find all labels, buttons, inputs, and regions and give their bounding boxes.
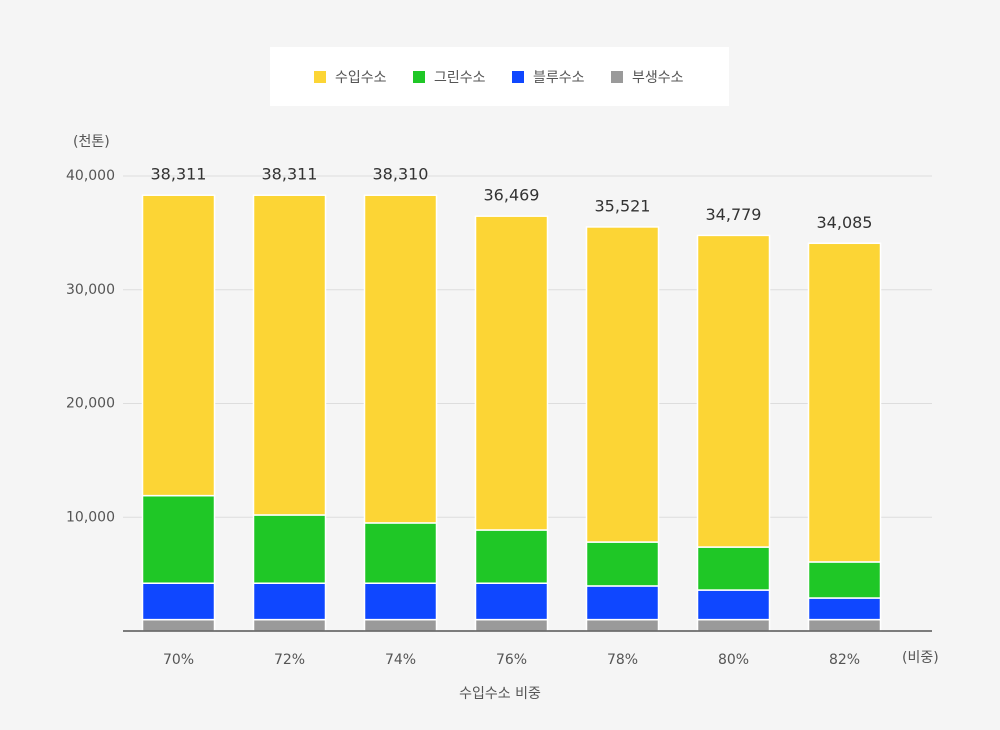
bar-segment xyxy=(585,618,660,632)
y-tick-label: 40,000 xyxy=(66,168,115,184)
y-tick-label: 10,000 xyxy=(66,509,115,525)
bar-segment xyxy=(141,582,216,621)
x-unit: (비중) xyxy=(902,650,939,666)
x-title: 수입수소 비중 xyxy=(459,686,541,702)
bar-segment xyxy=(474,582,549,621)
bar-segment xyxy=(252,194,327,516)
total-label: 36,469 xyxy=(484,186,540,205)
x-tick-label: 76% xyxy=(496,652,527,668)
bar-segment xyxy=(807,597,882,621)
bar-segment xyxy=(696,234,771,548)
bar-segment xyxy=(252,582,327,621)
bar-segment xyxy=(696,546,771,591)
legend-swatch xyxy=(611,71,623,83)
legend-label: 부생수소 xyxy=(632,70,684,86)
legend-swatch xyxy=(413,71,425,83)
bar-segment xyxy=(474,618,549,632)
x-tick-label: 74% xyxy=(385,652,416,668)
bar-segment xyxy=(141,194,216,497)
legend-box xyxy=(270,47,729,106)
bar-segment xyxy=(363,618,438,632)
y-tick-label: 30,000 xyxy=(66,282,115,298)
total-label: 35,521 xyxy=(595,196,651,215)
total-label: 34,779 xyxy=(706,205,762,224)
x-tick-label: 72% xyxy=(274,652,305,668)
bar-segment xyxy=(585,226,660,543)
legend-label: 블루수소 xyxy=(533,70,585,86)
bar-segment xyxy=(696,589,771,621)
x-tick-label: 82% xyxy=(829,652,860,668)
legend-label: 수입수소 xyxy=(335,70,387,86)
bar-segment xyxy=(252,618,327,632)
total-label: 38,311 xyxy=(262,165,318,184)
total-label: 38,311 xyxy=(151,165,207,184)
bar-segment xyxy=(363,522,438,584)
bar-segment xyxy=(363,582,438,621)
bar-segment xyxy=(807,242,882,563)
bar-segment xyxy=(474,529,549,584)
bar-segment xyxy=(141,618,216,632)
bar-segment xyxy=(252,514,327,584)
x-tick-label: 80% xyxy=(718,652,749,668)
total-label: 38,310 xyxy=(373,165,429,184)
legend-swatch xyxy=(314,71,326,83)
y-tick-label: 20,000 xyxy=(66,396,115,412)
bar-segment xyxy=(585,541,660,587)
legend-label: 그린수소 xyxy=(434,70,486,86)
bar-segment xyxy=(585,585,660,621)
bar-segment xyxy=(363,194,438,524)
bar-segment xyxy=(696,618,771,632)
legend-swatch xyxy=(512,71,524,83)
bar-segment xyxy=(141,494,216,584)
bar-segment xyxy=(807,618,882,632)
x-tick-label: 70% xyxy=(163,652,194,668)
bar-segment xyxy=(474,215,549,531)
bar-segment xyxy=(807,561,882,599)
total-label: 34,085 xyxy=(817,213,873,232)
x-tick-label: 78% xyxy=(607,652,638,668)
y-unit: (천톤) xyxy=(73,134,110,150)
